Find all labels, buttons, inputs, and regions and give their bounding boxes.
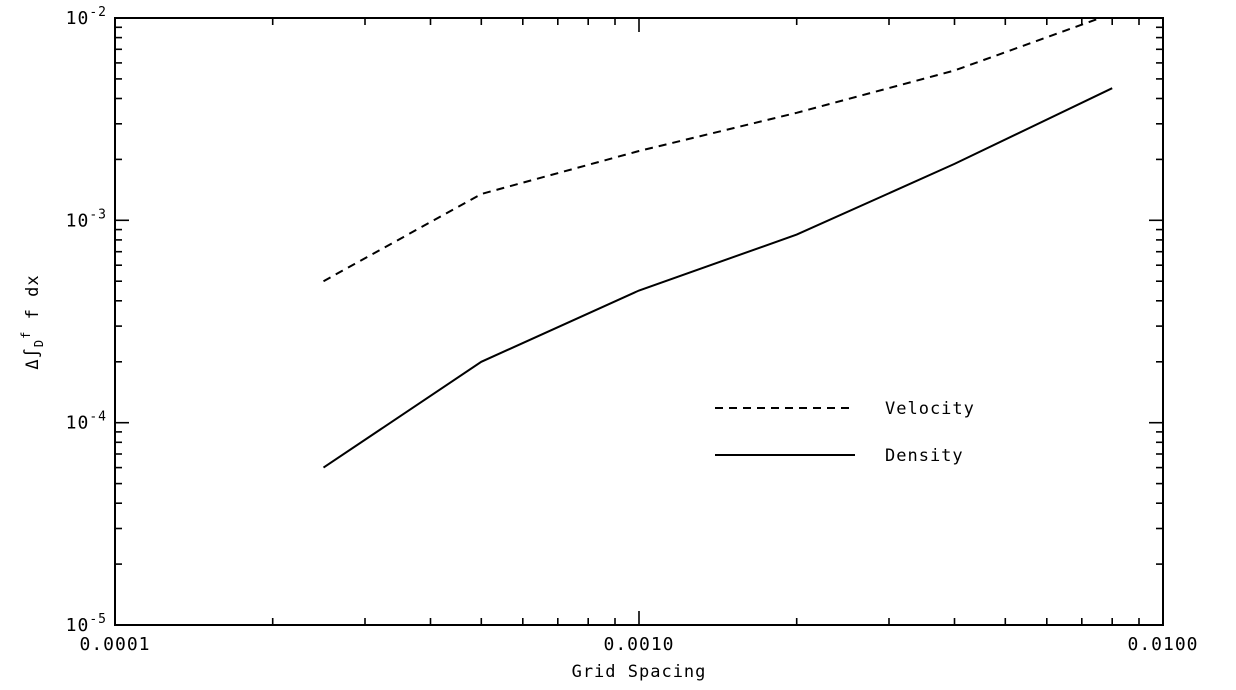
plot-frame bbox=[114, 17, 1164, 626]
x-axis-ticks bbox=[271, 18, 1140, 625]
x-axis-title: Grid Spacing bbox=[572, 662, 707, 682]
svg-text:0.0001: 0.0001 bbox=[79, 634, 150, 655]
legend: Velocity Density bbox=[715, 399, 975, 466]
y-tick-labels: 10-2 10-3 10-4 10-5 bbox=[66, 5, 107, 636]
svg-text:0.0100: 0.0100 bbox=[1127, 634, 1198, 655]
legend-label-velocity: Velocity bbox=[885, 399, 975, 419]
series-line-density bbox=[322, 87, 1113, 469]
x-tick-labels: 0.0001 0.0010 0.0100 bbox=[79, 634, 1198, 655]
series-group bbox=[322, 18, 1113, 469]
series-line-velocity bbox=[323, 18, 1104, 283]
svg-text:0.0010: 0.0010 bbox=[603, 634, 674, 655]
y-axis-ticks bbox=[115, 26, 1163, 565]
svg-text:10-2: 10-2 bbox=[66, 5, 107, 29]
svg-text:10-3: 10-3 bbox=[66, 207, 107, 231]
svg-text:10-4: 10-4 bbox=[66, 410, 107, 434]
legend-label-density: Density bbox=[885, 446, 964, 466]
y-axis-title: Δ∫Df f dx bbox=[19, 274, 46, 369]
svg-text:10-5: 10-5 bbox=[66, 612, 107, 636]
